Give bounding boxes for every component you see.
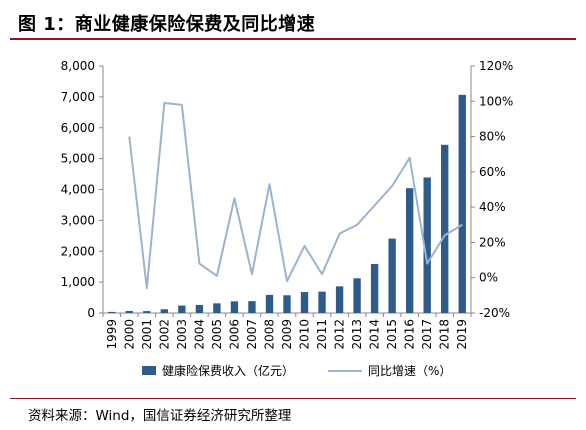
line-series [128, 102, 463, 290]
tick-labels: 0 1,000 2,000 3,000 4,000 5,000 6,000 7,000 8,00… [61, 59, 514, 350]
x-axis-tick-label: 1999 [105, 319, 119, 350]
x-axis-tick-label: 2012 [333, 319, 347, 350]
bar [125, 310, 133, 313]
bar [300, 292, 309, 313]
x-axis-tick-label: 2009 [280, 319, 294, 350]
figure-footer: 资料来源：Wind，国信证券经济研究所整理 [10, 398, 576, 430]
x-axis-tick-label: 2010 [298, 319, 312, 350]
right-axis-tick-label: 40% [479, 200, 506, 214]
left-axis-tick-label: 1,000 [61, 275, 95, 289]
bar [318, 291, 326, 313]
bar [423, 177, 431, 313]
left-axis-tick-label: 2,000 [61, 244, 95, 258]
bar [335, 286, 344, 313]
x-axis-tick-label: 2003 [175, 319, 189, 350]
bar [265, 294, 274, 313]
left-axis-tick-label: 0 [87, 306, 95, 320]
x-axis-tick-label: 2011 [315, 319, 329, 350]
bar [213, 303, 221, 313]
x-axis-tick-label: 2004 [192, 319, 206, 350]
chart-legend: 健康险保费收入（亿元） 同比增速（%） [142, 363, 451, 378]
left-axis-tick-label: 8,000 [61, 59, 95, 73]
bar [370, 264, 379, 313]
bar [248, 301, 256, 313]
bar [388, 238, 396, 313]
x-axis-tick-label: 2000 [122, 319, 136, 350]
x-axis-tick-label: 2005 [210, 319, 224, 350]
right-axis-tick-label: 80% [479, 130, 506, 144]
bar [160, 309, 169, 313]
source-note: 资料来源：Wind，国信证券经济研究所整理 [28, 408, 292, 424]
x-axis-tick-label: 2006 [227, 319, 241, 350]
combo-chart: 0 1,000 2,000 3,000 4,000 5,000 6,000 7,000 8,00… [61, 59, 514, 378]
x-axis-tick-label: 2001 [140, 319, 154, 350]
growth-line [128, 102, 463, 290]
bar [178, 305, 186, 313]
bar [283, 295, 291, 313]
x-axis-tick-label: 2019 [455, 319, 469, 350]
x-axis-tick-label: 2017 [420, 319, 434, 350]
legend-bar-swatch [142, 366, 156, 375]
bar [143, 311, 151, 313]
x-axis-tick-label: 2013 [350, 319, 364, 350]
left-axis-tick-label: 6,000 [61, 121, 95, 135]
legend-line-label: 同比增速（%） [368, 364, 451, 378]
right-axis-tick-label: 20% [479, 235, 506, 249]
figure-title: 图 1：商业健康保险保费及同比增速 [18, 14, 316, 35]
legend-bar-label: 健康险保费收入（亿元） [162, 363, 294, 378]
right-axis-tick-label: 60% [479, 165, 506, 179]
left-axis-tick-label: 3,000 [61, 213, 95, 227]
bar [230, 301, 239, 313]
right-axis-tick-label: -20% [479, 306, 510, 320]
x-axis-tick-label: 2008 [262, 319, 276, 350]
left-axis-tick-label: 7,000 [61, 90, 95, 104]
x-axis-tick-label: 2016 [403, 319, 417, 350]
bar [441, 144, 449, 313]
left-axis-tick-label: 5,000 [61, 152, 95, 166]
right-axis-tick-label: 100% [479, 94, 513, 108]
x-axis-tick-label: 2007 [245, 319, 259, 350]
bar [353, 278, 361, 313]
x-axis-tick-label: 2015 [385, 319, 399, 350]
bar [405, 188, 414, 313]
bar [195, 304, 204, 313]
x-axis-tick-label: 2014 [368, 319, 382, 350]
bar-series [108, 94, 466, 313]
figure-header: 图 1：商业健康保险保费及同比增速 [10, 4, 576, 40]
x-axis-tick-label: 2018 [438, 319, 452, 350]
right-axis-tick-label: 120% [479, 59, 513, 73]
left-axis-tick-label: 4,000 [61, 183, 95, 197]
bar [108, 311, 116, 313]
right-axis-tick-label: 0% [479, 271, 498, 285]
x-axis-tick-label: 2002 [157, 319, 171, 350]
bar [458, 94, 466, 313]
